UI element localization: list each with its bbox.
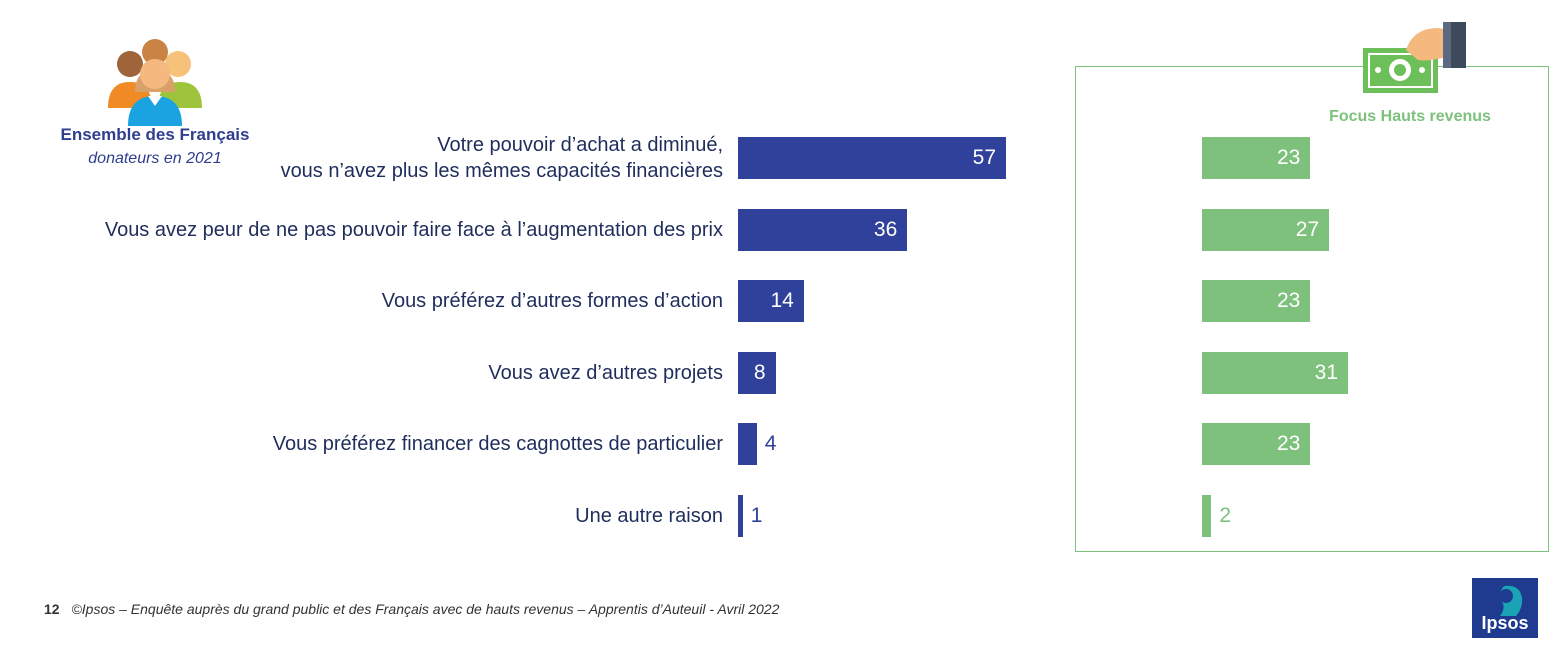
data-label: 23 [1276, 432, 1301, 456]
category-label: Une autre raison [575, 503, 723, 529]
category-label: Vous avez peur de ne pas pouvoir faire f… [105, 217, 723, 243]
data-label: 27 [1295, 217, 1320, 241]
data-label: 23 [1276, 146, 1301, 169]
data-label: 36 [873, 217, 898, 241]
logo-face-icon [1499, 585, 1523, 616]
logo-text: Ipsos [1481, 613, 1529, 633]
bar-ensemble [738, 208, 908, 251]
bar-hauts-revenus [1202, 351, 1348, 394]
people-group-icon [108, 39, 202, 126]
data-label: 57 [972, 146, 996, 169]
data-label: 14 [770, 289, 794, 313]
bar-hauts-revenus [1202, 423, 1311, 466]
category-label-line: Vous préférez d’autres formes d’action [381, 290, 723, 313]
bar-ensemble [738, 423, 757, 466]
data-label: 1 [750, 504, 763, 527]
bar-hauts-revenus [1202, 208, 1330, 251]
footer-text: ©Ipsos – Enquête auprès du grand public … [71, 601, 780, 617]
category-label: Votre pouvoir d’achat a diminué, vous n’a… [281, 132, 723, 184]
data-label: 8 [753, 360, 766, 384]
bar-ensemble [738, 351, 776, 394]
focus-panel [1075, 66, 1549, 552]
category-label-line: Vous avez d’autres projets [488, 361, 723, 384]
focus-title: Focus Hauts revenus [1329, 108, 1491, 125]
bar-ensemble [738, 137, 1006, 179]
data-label: 2 [1219, 504, 1232, 527]
bar-hauts-revenus [1202, 280, 1311, 323]
bar-hauts-revenus [1202, 495, 1212, 537]
data-label: 23 [1276, 289, 1301, 313]
bar-ensemble [738, 280, 804, 323]
group-title: Ensemble des Français [60, 125, 250, 144]
ipsos-logo: Ipsos [1472, 578, 1538, 638]
category-label-line: Votre pouvoir d’achat a diminué, [437, 134, 723, 156]
group-subtitle: donateurs en 2021 [88, 150, 222, 167]
bar-hauts-revenus [1202, 137, 1311, 179]
money-hand-icon [1363, 22, 1466, 93]
category-label: Vous préférez d’autres formes d’action [382, 288, 723, 314]
category-label-line: Une autre raison [575, 505, 723, 527]
footer: 12 ©Ipsos – Enquête auprès du grand publ… [44, 601, 779, 617]
category-label-line: Vous avez peur de ne pas pouvoir faire f… [104, 218, 723, 241]
page-number: 12 [44, 601, 60, 617]
category-label-line: Vous préférez financer des cagnottes de … [272, 433, 723, 456]
bar-ensemble [738, 495, 743, 537]
category-label: Vous préférez financer des cagnottes de … [273, 431, 723, 457]
category-label-line: vous n’avez plus les mêmes capacités fin… [280, 160, 723, 182]
data-label: 31 [1314, 360, 1338, 384]
data-label: 4 [764, 432, 777, 456]
category-label: Vous avez d’autres projets [488, 360, 723, 386]
